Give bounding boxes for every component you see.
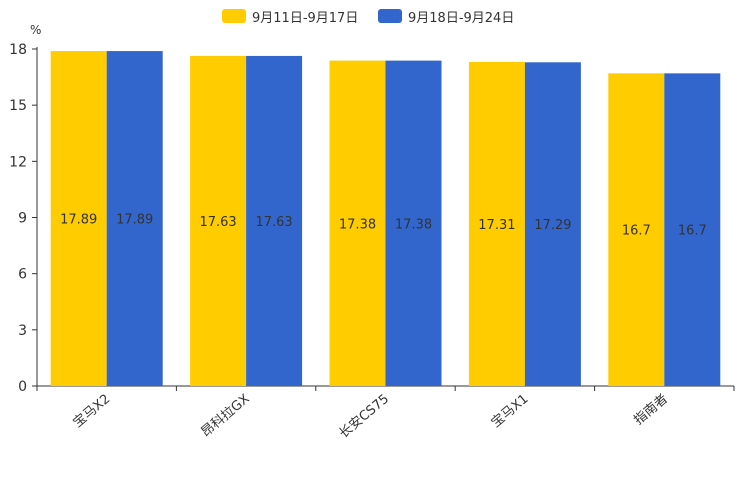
bar[interactable] <box>385 60 442 386</box>
bar[interactable] <box>664 73 721 386</box>
x-tick-label: 昂科拉GX <box>199 392 253 441</box>
bar[interactable] <box>524 62 581 386</box>
bar-value-label: 17.63 <box>199 215 236 230</box>
y-tick-label: 9 <box>18 211 27 227</box>
y-tick-label: 15 <box>9 98 27 114</box>
legend-label-series-2: 9月18日-9月24日 <box>408 10 515 26</box>
bar[interactable] <box>329 60 386 386</box>
bar[interactable] <box>50 51 107 386</box>
y-tick-label: 12 <box>9 154 27 170</box>
bar-value-label: 16.7 <box>622 224 651 239</box>
y-tick-label: 6 <box>18 267 27 283</box>
legend-item-series-2[interactable]: 9月18日-9月24日 <box>378 8 515 26</box>
bar[interactable] <box>190 55 247 387</box>
bar[interactable] <box>106 51 163 386</box>
y-tick-label: 18 <box>9 42 27 58</box>
bar-value-label: 17.31 <box>478 218 515 233</box>
x-tick-label: 宝马X1 <box>489 392 532 431</box>
x-tick-label: 指南者 <box>631 391 671 428</box>
x-tick-label: 宝马X2 <box>71 392 114 431</box>
bar[interactable] <box>246 55 303 387</box>
y-tick-label: 0 <box>18 379 27 395</box>
bars-layer: 17.89 17.89 17.63 17.63 17.38 17.38 17.31 17.29… <box>50 51 721 387</box>
y-axis-unit: % <box>30 23 41 37</box>
bar[interactable] <box>608 73 665 386</box>
bar-value-label: 17.89 <box>116 213 153 228</box>
bar-value-label: 17.38 <box>339 217 376 232</box>
bar-value-label: 17.29 <box>534 218 571 233</box>
bar-value-label: 17.63 <box>255 215 292 230</box>
bar[interactable] <box>468 61 525 386</box>
bar-value-label: 17.89 <box>60 213 97 228</box>
y-tick-label: 3 <box>18 323 27 339</box>
bar-value-label: 16.7 <box>678 224 707 239</box>
x-tick-label: 长安CS75 <box>337 392 393 442</box>
bar-value-label: 17.38 <box>395 217 432 232</box>
legend-swatch-series-2 <box>378 9 402 23</box>
legend-label-series-1: 9月11日-9月17日 <box>252 10 359 26</box>
legend-item-series-1[interactable]: 9月11日-9月17日 <box>222 8 359 26</box>
legend-swatch-series-1 <box>222 9 246 23</box>
